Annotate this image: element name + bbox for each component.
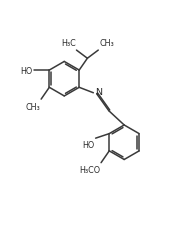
Text: CH₃: CH₃ [99, 39, 114, 48]
Text: H₃C: H₃C [61, 39, 76, 48]
Text: HO: HO [82, 140, 94, 149]
Text: HO: HO [20, 66, 32, 75]
Text: H₃CO: H₃CO [79, 166, 100, 175]
Text: N: N [95, 87, 102, 96]
Text: CH₃: CH₃ [25, 102, 40, 111]
